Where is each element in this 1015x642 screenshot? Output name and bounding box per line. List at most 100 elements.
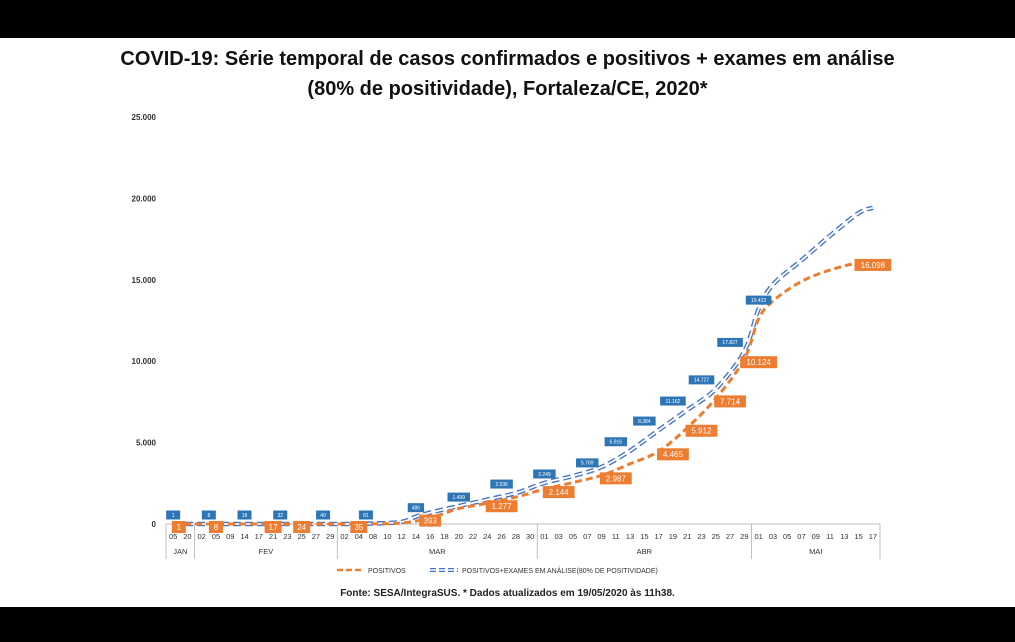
data-label-positivos-exames-text: 8 [207, 513, 210, 519]
data-label-positivos-exames-box [166, 510, 181, 520]
data-label-positivos-exames-text: 11.162 [665, 399, 680, 405]
x-tick-label: 18 [440, 532, 448, 541]
data-label-positivos-exames-box [688, 375, 715, 385]
data-label-positivos-box [599, 472, 632, 485]
data-label-positivos-exames: 11.162 [660, 396, 686, 406]
data-label-positivos-exames-box [273, 510, 288, 520]
month-label: MAI [809, 547, 822, 556]
x-tick-label: 16 [426, 532, 434, 541]
x-tick-label: 01 [754, 532, 762, 541]
data-label-positivos: 17 [264, 521, 282, 533]
x-tick-label: 27 [726, 532, 734, 541]
x-tick-label: 25 [712, 532, 720, 541]
data-label-positivos-exames-text: 486 [412, 505, 421, 511]
data-label-positivos: 8 [208, 521, 223, 533]
data-label-positivos-exames-box [407, 503, 425, 513]
x-tick-label: 08 [369, 532, 377, 541]
x-tick-label: 05 [569, 532, 577, 541]
x-tick-label: 11 [826, 532, 834, 541]
data-label-positivos-exames: 32 [273, 510, 288, 520]
data-label-positivos-exames: 8 [201, 510, 216, 520]
chart-title-line-1: COVID-19: Série temporal de casos confir… [120, 48, 895, 70]
data-label-positivos-exames-box [533, 469, 556, 479]
data-label-positivos: 7.714 [714, 395, 746, 408]
data-label-positivos-exames: 3.249 [533, 469, 556, 479]
data-label-positivos-exames-box [745, 295, 772, 305]
x-tick-label: 30 [526, 532, 534, 541]
x-tick-label: 22 [469, 532, 477, 541]
x-tick-label: 27 [312, 532, 320, 541]
data-label-positivos: 24 [293, 521, 311, 533]
x-tick-label: 13 [626, 532, 634, 541]
x-tick-label: 15 [854, 532, 862, 541]
data-label-positivos-exames-text: 19.422 [751, 298, 767, 304]
data-label-positivos-exames-box [201, 510, 216, 520]
data-label-positivos-exames-box [576, 458, 599, 468]
data-label-positivos: 10.124 [740, 356, 777, 369]
bottom-letterbox [0, 607, 1015, 642]
data-label-positivos-box [350, 521, 368, 533]
x-tick-label: 21 [269, 532, 277, 541]
data-label-positivos-exames-text: 2.536 [495, 482, 508, 488]
x-tick-label: 13 [840, 532, 848, 541]
x-tick-label: 07 [797, 532, 805, 541]
x-tick-label: 29 [740, 532, 748, 541]
x-tick-label: 14 [240, 532, 248, 541]
x-tick-label: 20 [455, 532, 463, 541]
month-label: FEV [259, 547, 274, 556]
data-label-positivos: 393 [419, 514, 442, 527]
data-label-positivos-exames: 14.727 [688, 375, 715, 385]
data-label-positivos-exames: 1 [166, 510, 181, 520]
data-label-positivos-exames-text: 18 [242, 513, 248, 519]
x-tick-label: 02 [198, 532, 206, 541]
data-label-positivos-exames-text: 40 [320, 513, 326, 519]
data-label-positivos-exames-text: 1 [172, 513, 175, 519]
x-tick-label: 09 [597, 532, 605, 541]
x-tick-label: 05 [169, 532, 177, 541]
x-tick-label: 20 [183, 532, 191, 541]
x-tick-label: 09 [812, 532, 820, 541]
data-label-positivos-exames: 19.422 [745, 295, 772, 305]
data-label-positivos-exames-text: 32 [277, 513, 283, 519]
data-label-positivos-text: 17 [269, 523, 278, 532]
data-label-positivos: 35 [350, 521, 368, 533]
series-line-positivos-exames-inner [173, 206, 874, 525]
data-label-positivos-exames-text: 1.499 [452, 495, 465, 501]
data-label-positivos-exames-text: 3.249 [538, 472, 551, 478]
x-tick-label: 14 [412, 532, 420, 541]
data-label-positivos-exames-text: 6.916 [610, 440, 623, 446]
data-label-positivos-text: 7.714 [720, 397, 741, 406]
data-label-positivos-exames-box [604, 437, 628, 447]
y-tick-label: 15.000 [132, 276, 157, 285]
data-label-positivos-text: 2.987 [606, 474, 627, 483]
data-label-positivos-text: 393 [424, 516, 438, 525]
x-tick-label: 15 [640, 532, 648, 541]
x-tick-label: 17 [869, 532, 877, 541]
legend-label-positivos-exames: POSITIVOS+EXAMES EM ANÁLISE(80% DE POSIT… [462, 566, 658, 575]
data-label-positivos-exames-box [490, 479, 513, 489]
data-label-positivos-text: 10.124 [746, 358, 771, 367]
data-label-positivos: 5.912 [685, 424, 718, 437]
x-tick-label: 10 [383, 532, 391, 541]
data-label-positivos-exames-box [447, 492, 470, 502]
y-tick-label: 0 [152, 520, 157, 529]
data-label-positivos-exames: 17.827 [717, 337, 743, 347]
data-label-positivos-exames: 486 [407, 503, 425, 513]
y-tick-label: 10.000 [132, 357, 157, 366]
data-label-positivos-exames-box [717, 337, 743, 347]
data-label-positivos-text: 35 [354, 523, 363, 532]
data-label-positivos-exames-text: 8.384 [638, 419, 651, 425]
data-label-positivos-box [264, 521, 282, 533]
x-tick-label: 07 [583, 532, 591, 541]
y-tick-label: 20.000 [132, 194, 157, 203]
x-tick-label: 02 [340, 532, 348, 541]
chart-title: COVID-19: Série temporal de casos confir… [0, 44, 1015, 104]
data-label-positivos-exames-box [237, 510, 252, 520]
x-tick-label: 03 [769, 532, 777, 541]
data-label-positivos: 4.465 [657, 448, 689, 461]
data-label-positivos-box [208, 521, 223, 533]
x-tick-label: 23 [697, 532, 705, 541]
data-label-positivos-box [657, 448, 689, 461]
top-letterbox [0, 0, 1015, 38]
data-label-positivos-box [685, 424, 718, 437]
